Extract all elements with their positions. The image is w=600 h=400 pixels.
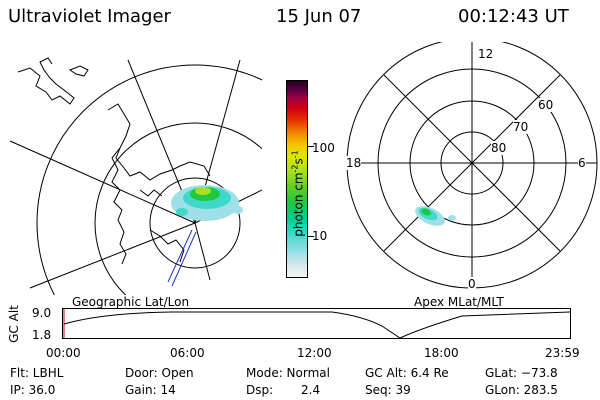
colorbar <box>286 80 308 278</box>
gc-alt-info: GC Alt: 6.4 Re <box>365 366 449 380</box>
timeline-xtick-1800: 18:00 <box>424 346 459 360</box>
seq-info: Seq: 39 <box>365 383 411 397</box>
mlat-label-70: 70 <box>513 120 529 134</box>
filter-info: Flt: LBHL <box>10 366 64 380</box>
altitude-timeline <box>62 308 571 339</box>
mlt-label-6: 6 <box>578 156 586 170</box>
auroral-emission-apex <box>415 206 456 226</box>
colorbar-tick-10: 10 <box>312 229 328 243</box>
mlt-label-0: 0 <box>468 277 476 291</box>
mlt-label-18: 18 <box>346 156 362 170</box>
mlat-label-60: 60 <box>538 98 554 112</box>
lat-circle <box>94 122 262 295</box>
apex-polar-map <box>346 42 598 289</box>
timeline-xtick-0600: 06:00 <box>170 346 205 360</box>
lat-circle <box>149 177 241 269</box>
lat-circle <box>36 64 262 295</box>
auroral-emission <box>171 185 243 221</box>
coastlines <box>17 57 211 265</box>
timeline-xtick-2359: 23:59 <box>545 346 580 360</box>
altitude-curve <box>63 311 571 339</box>
instrument-title: Ultraviolet Imager <box>8 6 171 27</box>
timeline-ytick-9: 9.0 <box>32 306 52 320</box>
door-info: Door: Open <box>125 366 194 380</box>
ground-track <box>167 229 197 287</box>
date-label: 15 Jun 07 <box>276 6 362 27</box>
mode-info: Mode: Normal <box>246 366 330 380</box>
dsp-label: Dsp: <box>246 383 274 397</box>
glat-info: GLat: −73.8 <box>485 366 558 380</box>
mlt-label-12: 12 <box>478 47 494 61</box>
mlat-label-80: 80 <box>491 141 507 155</box>
geographic-map <box>9 57 262 295</box>
gain-info: Gain: 14 <box>125 383 176 397</box>
colorbar-tick-100: 100 <box>312 141 335 155</box>
ip-info: IP: 36.0 <box>10 383 56 397</box>
colorbar-unit-label: photon cm-2s-1 <box>290 150 306 237</box>
dsp-value: 2.4 <box>301 383 321 397</box>
mlt-lines <box>347 42 597 288</box>
geographic-label: Geographic Lat/Lon <box>72 295 190 309</box>
timeline-ytick-1-8: 1.8 <box>32 328 52 342</box>
glon-info: GLon: 283.5 <box>485 383 558 397</box>
timeline-xtick-0000: 00:00 <box>46 346 81 360</box>
timeline-xtick-1200: 12:00 <box>297 346 332 360</box>
time-label: 00:12:43 UT <box>458 6 569 27</box>
timeline-ylabel: GC Alt <box>7 305 21 343</box>
apex-label: Apex MLat/MLT <box>414 295 504 309</box>
